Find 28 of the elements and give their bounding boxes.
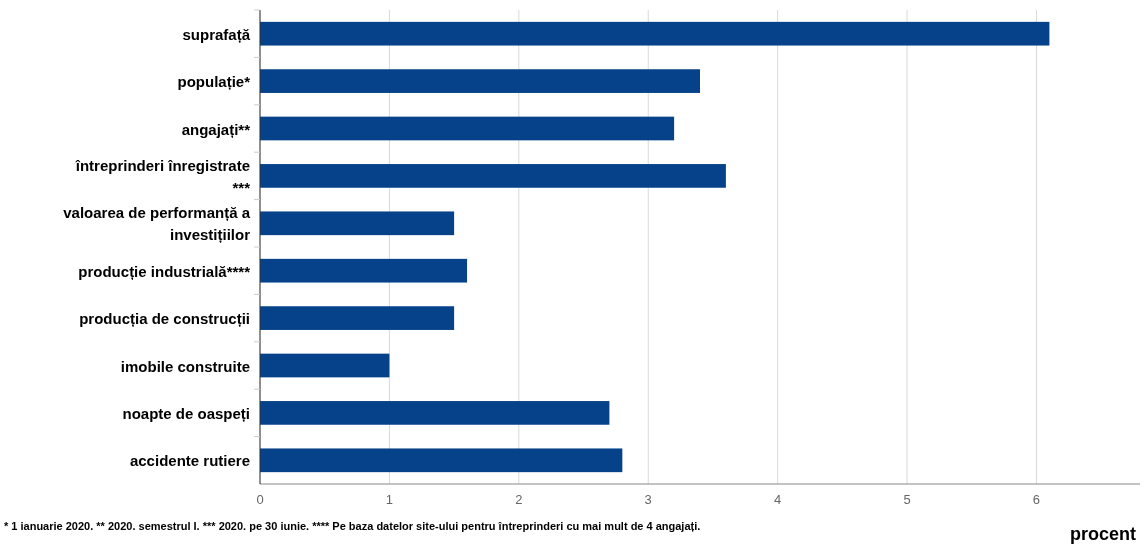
x-tick-label: 2 [515,492,523,507]
y-tick-label: populație* [177,72,251,90]
x-tick-label: 1 [385,492,394,507]
bar [260,164,726,188]
y-tick-label: producție industrială**** [78,262,251,280]
y-tick-label: suprafață [182,25,251,43]
y-tick-label: noapte de oaspeți [122,404,250,422]
bar [260,116,675,141]
x-tick-label: 3 [644,492,652,507]
bar [260,21,1050,46]
y-tick-label: imobile construite [120,357,250,374]
text: * 1 ianuarie 2020. ** 2020. semestrul I. *** 2020. pe 30 iunie. **** Pe baza datelor site-ului pentru întreprinderi cu mai mult de 4 angajați. [4,520,701,532]
y-tick-label: angajați** [181,120,251,137]
y-tick-label: valoarea de performanță a investițiilor [63,203,251,243]
bar [260,69,700,93]
bar [260,353,390,378]
bar [260,401,610,425]
x-tick-label: 4 [774,492,782,507]
bar [260,211,455,236]
x-tick-label: 0 [256,492,264,507]
bar [260,258,468,283]
x-tick-label: 6 [1032,492,1041,507]
y-tick-label: producția de construcții [79,309,250,327]
x-axis-title: procent [1069,524,1136,544]
y-tick-label: accidente rutiere [129,451,250,469]
bar [260,448,623,473]
x-tick-label: 5 [903,492,911,507]
bar [260,306,455,330]
